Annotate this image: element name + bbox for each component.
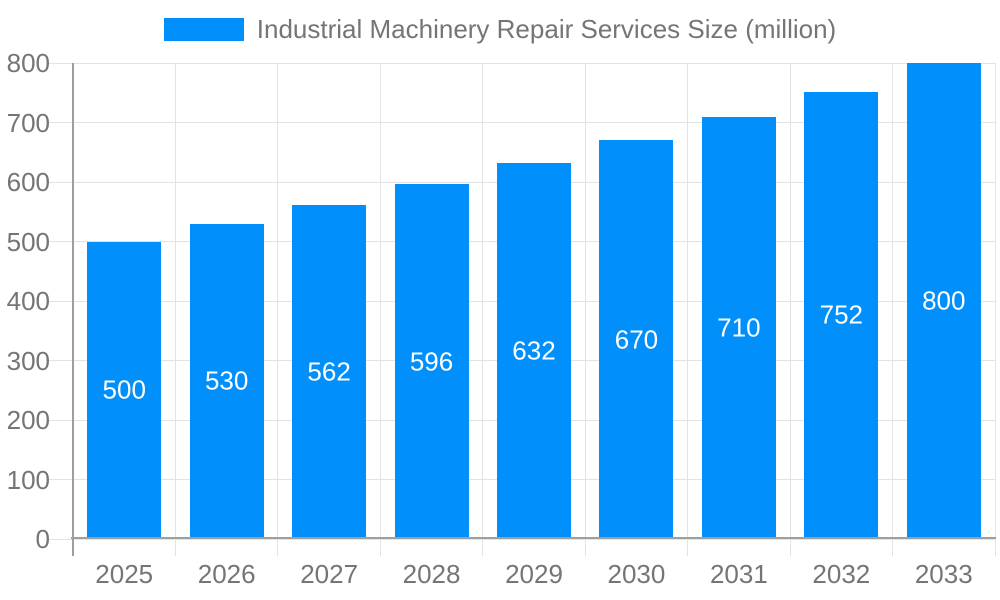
v-gridline: [584, 63, 586, 556]
x-tick-label: 2026: [197, 559, 256, 589]
y-tick-label: 0: [35, 524, 50, 554]
legend-swatch[interactable]: [163, 17, 244, 41]
x-tick-label: 2031: [709, 559, 768, 589]
h-gridline: [48, 62, 995, 64]
y-tick-label: 300: [6, 345, 50, 376]
y-tick-label: 700: [6, 107, 50, 138]
bar-2026[interactable]: 530: [189, 223, 264, 539]
x-tick-label: 2025: [95, 559, 154, 589]
x-tick-label: 2030: [607, 559, 666, 589]
v-gridline: [687, 63, 689, 556]
bar-2025[interactable]: 500: [87, 241, 162, 539]
bar-2029[interactable]: 632: [497, 162, 571, 539]
bar-value-label: 752: [819, 299, 864, 330]
bar-value-label: 670: [614, 324, 659, 355]
v-gridline: [277, 63, 279, 556]
y-tick-label: 600: [6, 167, 50, 197]
legend-label: Industrial Machinery Repair Services Siz…: [256, 14, 837, 44]
bar-value-label: 800: [922, 285, 966, 316]
y-tick-label: 400: [6, 286, 50, 316]
x-tick-label: 2028: [402, 559, 461, 589]
y-tick-label: 200: [6, 405, 50, 435]
plot-area: 500 530 562 596 632 670 710 752 800: [48, 62, 996, 556]
h-gridline: [48, 538, 995, 540]
v-gridline: [174, 63, 176, 556]
bar-value-label: 530: [204, 365, 249, 396]
y-axis-line: [72, 63, 74, 556]
bar-2031[interactable]: 710: [701, 116, 776, 539]
x-tick-label: 2027: [300, 559, 359, 589]
bar-value-label: 632: [512, 335, 556, 366]
v-gridline: [892, 63, 894, 556]
y-tick-label: 100: [6, 464, 50, 495]
bar-value-label: 562: [307, 356, 351, 387]
bar-value-label: 500: [102, 374, 146, 405]
bar-2028[interactable]: 596: [394, 184, 469, 539]
bar-value-label: 710: [717, 312, 761, 343]
bar-value-label: 596: [409, 346, 454, 377]
bar-2033[interactable]: 800: [906, 63, 981, 539]
y-tick-label: 500: [6, 226, 50, 257]
x-tick-label: 2032: [812, 559, 871, 589]
legend[interactable]: Industrial Machinery Repair Services Siz…: [0, 14, 1000, 44]
bar-2032[interactable]: 752: [804, 91, 879, 539]
h-gridline: [48, 122, 995, 123]
v-gridline: [994, 63, 996, 556]
x-tick-label: 2033: [914, 559, 973, 589]
v-gridline: [482, 63, 484, 556]
v-gridline: [789, 63, 791, 556]
bar-2027[interactable]: 562: [292, 204, 367, 539]
v-gridline: [379, 63, 381, 556]
bar-2030[interactable]: 670: [599, 140, 674, 539]
x-axis-line: [71, 537, 996, 539]
y-tick-label: 800: [6, 48, 50, 78]
x-tick-label: 2029: [505, 559, 563, 589]
